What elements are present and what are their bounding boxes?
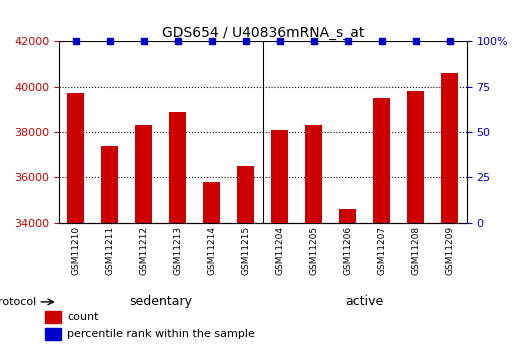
Text: GSM11206: GSM11206 [343, 226, 352, 275]
Text: count: count [67, 312, 98, 322]
Bar [373, 98, 390, 223]
Bar [45, 328, 61, 340]
Title: GDS654 / U40836mRNA_s_at: GDS654 / U40836mRNA_s_at [162, 26, 364, 40]
Bar [271, 130, 288, 223]
Text: GSM11210: GSM11210 [71, 226, 81, 275]
Text: GSM11205: GSM11205 [309, 226, 319, 275]
Text: GSM11215: GSM11215 [242, 226, 250, 275]
Bar [407, 91, 424, 223]
Text: percentile rank within the sample: percentile rank within the sample [67, 329, 255, 339]
Bar [204, 182, 221, 223]
Bar [169, 111, 186, 223]
Text: GSM11213: GSM11213 [173, 226, 183, 275]
Bar [441, 73, 458, 223]
Bar [238, 166, 254, 223]
Text: GSM11209: GSM11209 [445, 226, 455, 275]
Bar [45, 310, 61, 323]
Bar [305, 125, 322, 223]
Text: GSM11207: GSM11207 [378, 226, 386, 275]
Bar [135, 125, 152, 223]
Text: sedentary: sedentary [129, 295, 192, 308]
Text: active: active [346, 295, 384, 308]
Bar [102, 146, 119, 223]
Text: GSM11212: GSM11212 [140, 226, 148, 275]
Text: GSM11214: GSM11214 [207, 226, 216, 275]
Text: GSM11211: GSM11211 [106, 226, 114, 275]
Bar [68, 93, 85, 223]
Bar [340, 209, 357, 223]
Text: protocol: protocol [0, 297, 36, 307]
Text: GSM11204: GSM11204 [275, 226, 284, 275]
Text: GSM11208: GSM11208 [411, 226, 420, 275]
